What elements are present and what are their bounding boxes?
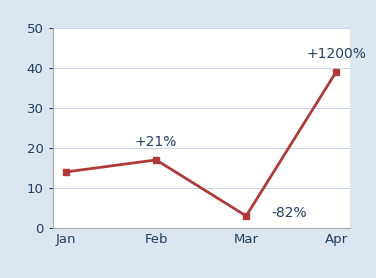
- Text: -82%: -82%: [271, 206, 307, 220]
- Text: +21%: +21%: [135, 135, 177, 149]
- Text: +1200%: +1200%: [306, 47, 366, 61]
